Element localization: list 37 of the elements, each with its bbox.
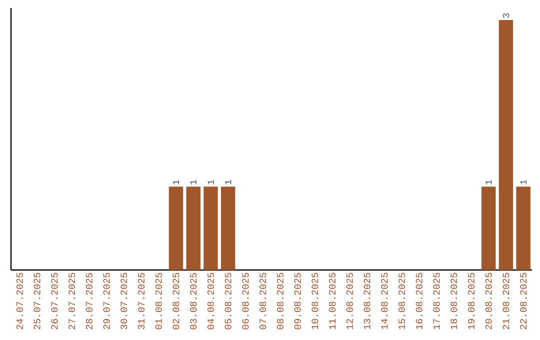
x-tick-label: 12.08.2025 (346, 272, 353, 330)
x-tick-label: 16.08.2025 (416, 272, 422, 330)
x-tick-label: 11.08.2025 (329, 272, 336, 330)
x-tick-label: 18.08.2025 (450, 272, 458, 330)
data-label: 1 (208, 180, 214, 184)
data-label: 1 (190, 180, 196, 184)
x-tick-label: 15.08.2025 (398, 272, 405, 330)
x-tick-label: 24.07.2025 (16, 272, 23, 330)
x-tick-label: 31.07.2025 (138, 272, 144, 330)
x-tick-label: 27.07.2025 (68, 272, 76, 330)
x-tick-label: 06.08.2025 (242, 272, 249, 330)
x-tick-label: 20.08.2025 (485, 272, 492, 330)
data-label: 1 (225, 180, 232, 184)
x-tick-label: 22.08.2025 (520, 272, 527, 330)
x-tick-label: 28.07.2025 (86, 272, 92, 330)
x-tick-label: 07.08.2025 (260, 272, 266, 330)
x-tick-label: 13.08.2025 (364, 272, 370, 330)
x-tick-label: 08.08.2025 (276, 272, 284, 330)
data-label: 3 (502, 13, 510, 18)
data-label: 1 (172, 180, 180, 184)
data-label: 1 (486, 180, 492, 184)
x-tick-label: 02.08.2025 (172, 272, 180, 330)
x-tick-label: 29.07.2025 (103, 272, 110, 330)
x-tick-label: 25.07.2025 (34, 272, 40, 330)
data-label: 1 (520, 180, 526, 184)
x-tick-label: 10.08.2025 (312, 272, 318, 330)
x-tick-label: 05.08.2025 (224, 272, 232, 330)
x-tick-label: 30.07.2025 (120, 272, 128, 330)
x-tick-label: 09.08.2025 (294, 272, 301, 330)
x-tick-label: 19.08.2025 (468, 272, 474, 330)
x-tick-label: 14.08.2025 (381, 272, 388, 330)
x-tick-label: 01.08.2025 (155, 272, 162, 330)
x-tick-label: 21.08.2025 (502, 272, 510, 330)
x-tick-label: 04.08.2025 (207, 272, 214, 330)
x-tick-label: 26.07.2025 (51, 272, 58, 330)
x-tick-label: 17.08.2025 (433, 272, 440, 330)
x-tick-label: 03.08.2025 (190, 272, 197, 330)
